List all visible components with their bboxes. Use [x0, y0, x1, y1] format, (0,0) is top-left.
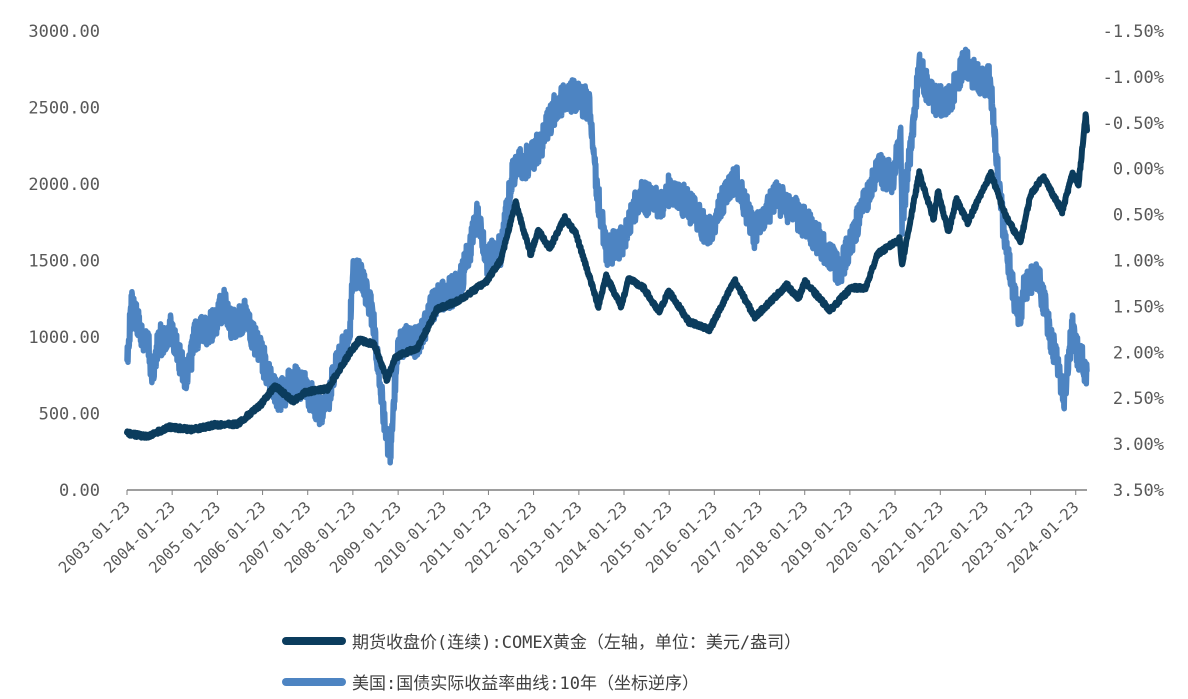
right-axis-tick-label: 0.50%: [1113, 206, 1164, 226]
left-axis-ticks: 0.00 500.00 1000.00 1500.00 2000.00 2500.00 30…: [28, 22, 100, 501]
right-axis-tick-label: 1.50%: [1113, 297, 1164, 317]
left-axis-tick-label: 2000.00: [28, 175, 100, 195]
left-axis-tick-label: 1500.00: [28, 252, 100, 272]
series-layer: [124, 46, 1090, 466]
left-axis-tick-label: 0.00: [59, 481, 100, 501]
right-axis-tick-label: 0.00%: [1113, 160, 1164, 180]
legend-swatch-yield: [282, 677, 346, 686]
x-axis-ticks: 2003-01-232004-01-232005-01-232006-01-23…: [55, 490, 1083, 577]
right-axis-tick-label: 1.00%: [1113, 252, 1164, 272]
gold-line: [124, 111, 1090, 441]
legend-label-gold: 期货收盘价(连续):COMEX黄金（左轴，单位：美元/盎司）: [352, 633, 802, 653]
right-axis-tick-label: 2.00%: [1113, 343, 1164, 363]
legend-swatch-gold: [282, 636, 346, 645]
right-axis-tick-label: -1.00%: [1103, 68, 1164, 88]
right-axis-tick-label: 3.00%: [1113, 435, 1164, 455]
right-axis-tick-label: 2.50%: [1113, 389, 1164, 409]
right-axis-tick-label: -0.50%: [1103, 114, 1164, 134]
left-axis-tick-label: 2500.00: [28, 99, 100, 119]
right-axis-tick-label: -1.50%: [1103, 22, 1164, 42]
right-axis-ticks: -1.50% -1.00% -0.50% 0.00% 0.50% 1.00% 1.50% 2.…: [1103, 22, 1164, 501]
yield-line: [124, 46, 1090, 466]
legend-item-gold: 期货收盘价(连续):COMEX黄金（左轴，单位：美元/盎司）: [282, 628, 801, 653]
left-axis-tick-label: 500.00: [39, 405, 100, 425]
legend-item-yield: 美国:国债实际收益率曲线:10年（坐标逆序）: [282, 669, 699, 694]
right-axis-tick-label: 3.50%: [1113, 481, 1164, 501]
left-axis-tick-label: 3000.00: [28, 22, 100, 42]
legend-label-yield: 美国:国债实际收益率曲线:10年（坐标逆序）: [352, 674, 699, 694]
left-axis-tick-label: 1000.00: [28, 328, 100, 348]
